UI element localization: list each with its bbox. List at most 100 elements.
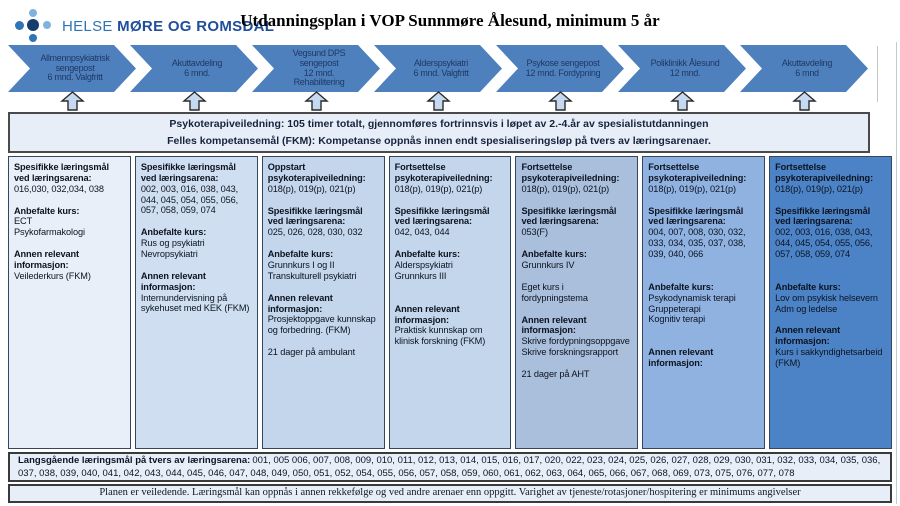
column-section-heading: Annen relevant informasjon: (521, 314, 587, 336)
timeline-stage-line: Vegsund DPS (292, 47, 346, 58)
timeline-stage-line: sengepost (299, 57, 339, 68)
column-section-heading: Spesifikke læringsmål ved læringsarena: (14, 162, 109, 183)
column-section: Anbefalte kurs: Lov om psykisk helsevern A… (775, 282, 886, 315)
column-section-line: Transkulturell psykiatri (267, 270, 357, 281)
column-section-heading: Spesifikke læringsmål ved læringsarena: (521, 205, 617, 227)
column-section-heading: Annen relevant informasjon: (267, 292, 333, 314)
column-section-line: Skrive forskningsrapport (521, 347, 619, 358)
timeline-arrows (8, 91, 874, 111)
column-section-line: Psykofarmakologi (14, 227, 85, 238)
column-section-line: 018(p), 019(p), 021(p) (267, 183, 356, 194)
column-section-line: 21 dager på ambulant (267, 347, 356, 358)
logo-text: HELSE MØRE OG ROMSDAL (62, 18, 274, 35)
timeline-stage-line: Akuttavdeling (781, 57, 833, 68)
column-section-line: Nevropsykiatri (140, 249, 198, 260)
column-section-line: Rus og psykiatri (140, 238, 205, 249)
column-section-heading: Fortsettelse psykoterapiveiledning: (521, 162, 620, 183)
timeline-stage: Alderspsykiatri 6 mnd. Valgfritt (374, 45, 502, 92)
column-section: Annen relevant informasjon: Internundervi… (141, 271, 252, 314)
column-section-line: 053(F) (521, 227, 548, 238)
longitudinal-numbers: 001, 005 006, 007, 008, 009, 010, 011, 0… (18, 455, 881, 479)
timeline-stage-line: 12 mnd. Fordypning (525, 67, 601, 78)
column-section-line: Psykodynamisk terapi (648, 292, 736, 303)
column-section-heading: Annen relevant informasjon: (394, 303, 460, 325)
column-section-line: 004, 007, 008, 030, 032, 033, 034, 035, … (648, 227, 746, 260)
column-section-line: Internundervisning på sykehuset med KEK … (140, 292, 250, 314)
column-section: Annen relevant informasjon: Praktisk kunn… (395, 304, 506, 347)
column-section: 21 dager på ambulant (268, 347, 379, 358)
timeline-stage-line: 6 mnd (795, 67, 819, 78)
timeline-stage-line: 6 mnd. (184, 67, 210, 78)
column-section: Anbefalte kurs: ECT Psykofarmakologi (14, 206, 125, 239)
column-section: Annen relevant informasjon: Veilederkurs … (14, 249, 125, 282)
learning-column: Fortsettelse psykoterapiveiledning: 018(p… (388, 156, 512, 449)
column-section: Fortsettelse psykoterapiveiledning: 018(p… (521, 162, 632, 195)
column-section-heading: Anbefalte kurs: (775, 281, 841, 292)
column-section-heading: Annen relevant informasjon: (14, 249, 79, 271)
column-section-heading: Anbefalte kurs: (14, 205, 80, 216)
up-arrow-icon (182, 91, 207, 116)
column-section-line: fordypningstema (521, 292, 588, 303)
column-section-heading: Spesifikke læringsmål ved læringsarena: (394, 205, 490, 227)
footer-note: Planen er veiledende. Læringsmål kan opp… (8, 484, 892, 503)
column-section: Annen relevant informasjon: Prosjektoppga… (268, 293, 379, 336)
timeline-stage-line: 6 mnd. Valgfritt (47, 72, 103, 83)
column-section: Spesifikke læringsmål ved læringsarena: 0… (268, 206, 379, 239)
timeline-stage-line: Psykose sengepost (526, 57, 600, 68)
column-section: Spesifikke læringsmål ved læringsarena: 0… (521, 206, 632, 239)
page-title: Utdanningsplan i VOP Sunnmøre Ålesund, m… (240, 11, 660, 30)
column-section-heading: Spesifikke læringsmål ved læringsarena: (648, 205, 744, 227)
column-section-line: 21 dager på AHT (521, 369, 590, 380)
column-section-line: Gruppeterapi (648, 303, 701, 314)
column-section: Annen relevant informasjon: (648, 347, 759, 369)
up-arrow-icon (426, 91, 451, 116)
column-section-line: ECT (14, 216, 33, 227)
longitudinal-label: Langsgående læringsmål på tvers av lærin… (18, 455, 251, 466)
column-section-heading: Anbefalte kurs: (140, 227, 207, 238)
logo-text-helse: HELSE (62, 17, 113, 35)
learning-columns: Spesifikke læringsmål ved læringsarena: 0… (8, 156, 893, 449)
column-section-line: 016,030, 032,034, 038 (14, 183, 104, 194)
timeline: Allmennpsykiatrisk sengepost 6 mnd. Valgfr… (8, 45, 874, 92)
column-section-heading: Fortsettelse psykoterapiveiledning: (394, 162, 493, 183)
column-section-heading: Spesifikke læringsmål ved læringsarena: (140, 162, 236, 183)
column-section-heading: Fortsettelse psykoterapiveiledning: (775, 162, 874, 183)
logo-text-region: MØRE OG ROMSDAL (117, 17, 275, 35)
logo-dots-icon (14, 7, 52, 45)
column-section: Fortsettelse psykoterapiveiledning: 018(p… (648, 162, 759, 195)
column-section-line: Adm og ledelse (775, 303, 838, 314)
column-section: Fortsettelse psykoterapiveiledning: 018(p… (775, 162, 886, 195)
helse-more-og-romsdal-logo: HELSE MØRE OG ROMSDAL (14, 6, 274, 46)
column-section: Anbefalte kurs: Grunnkurs IV (521, 249, 632, 271)
column-section-heading: Spesifikke læringsmål ved læringsarena: (775, 205, 871, 227)
column-section: Spesifikke læringsmål ved læringsarena: 0… (14, 162, 125, 195)
timeline-stage-line: 6 mnd. Valgfritt (413, 67, 469, 78)
column-section-line: Grunnkurs IV (521, 260, 575, 271)
column-section-line: Eget kurs i (521, 281, 564, 292)
column-section-heading: Oppstart psykoterapiveiledning: (267, 162, 366, 183)
column-section-line: 002, 003, 016, 038, 043, 044, 045, 054, … (140, 183, 239, 216)
column-section-heading: Anbefalte kurs: (394, 249, 460, 260)
column-section: Anbefalte kurs: Rus og psykiatri Nevropsyk… (141, 227, 252, 260)
column-section-line: 018(p), 019(p), 021(p) (648, 183, 736, 194)
column-section-line: 042, 043, 044 (394, 227, 450, 238)
column-section-line: Kognitiv terapi (648, 314, 706, 325)
up-arrow-icon (548, 91, 573, 116)
column-section: Anbefalte kurs: Alderspsykiatri Grunnkurs … (395, 249, 506, 282)
timeline-stage-line: Alderspsykiatri (413, 57, 469, 68)
learning-column: Oppstart psykoterapiveiledning: 018(p), 0… (261, 156, 385, 449)
column-section-line: 018(p), 019(p), 021(p) (775, 183, 863, 194)
right-divider-line (877, 46, 878, 102)
timeline-stage: Akuttavdeling 6 mnd. (130, 45, 258, 92)
timeline-stage: Poliklinikk Ålesund 12 mnd. (618, 45, 746, 92)
column-section: Spesifikke læringsmål ved læringsarena: 0… (141, 162, 252, 216)
column-section-line: 018(p), 019(p), 021(p) (521, 183, 610, 194)
column-section: Annen relevant informasjon: Kurs i sakkyn… (775, 325, 886, 368)
up-arrow-icon (60, 91, 85, 116)
timeline-stage: Psykose sengepost 12 mnd. Fordypning (496, 45, 624, 92)
column-section-heading: Annen relevant informasjon: (648, 347, 714, 369)
column-section-heading: Spesifikke læringsmål ved læringsarena: (267, 205, 363, 227)
up-arrow-icon (670, 91, 695, 116)
column-section-line: Kurs i sakkyndighetsarbeid (FKM) (775, 347, 883, 369)
